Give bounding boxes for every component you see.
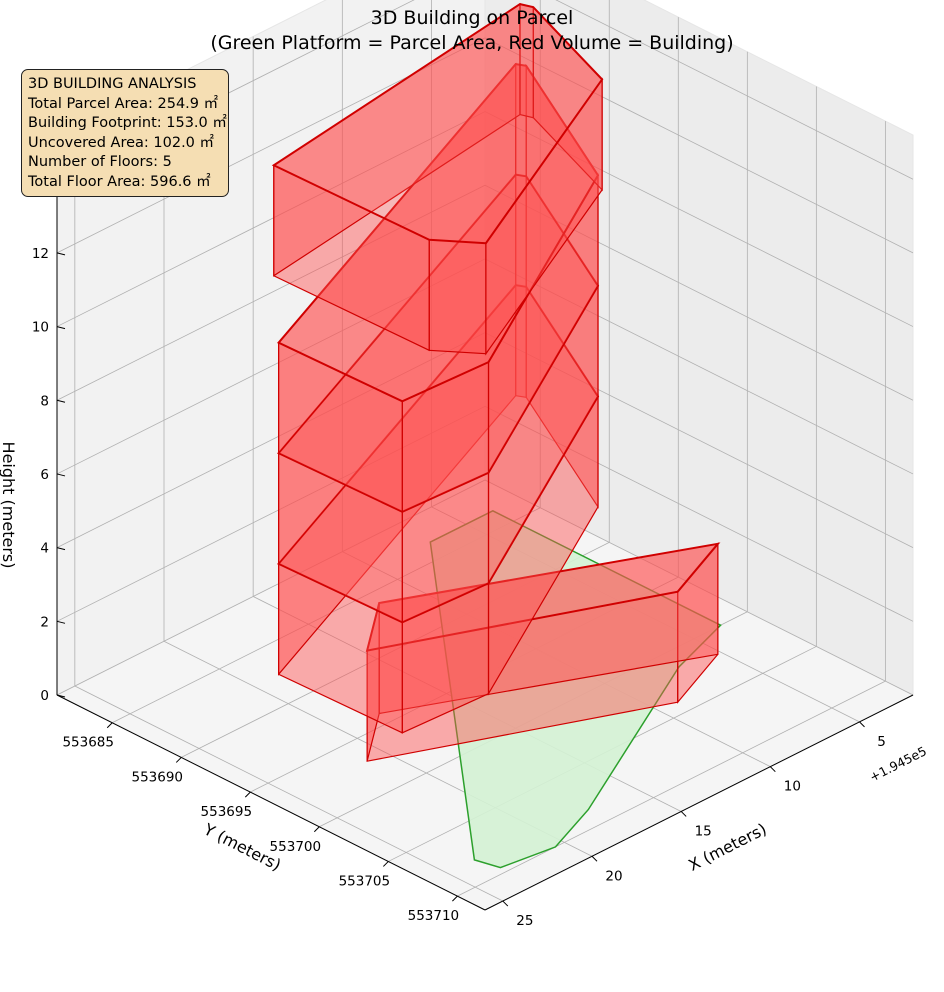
z-tick-label: 0 [40,688,49,704]
building-volume [271,2,721,762]
y-tick-mark [452,895,458,902]
y-axis-line [56,694,486,911]
grid-line-z [484,405,914,622]
info-line-floors: Number of Floors: 5 [28,154,172,171]
x-tick-label: 25 [516,913,533,929]
x-tick-mark [680,811,687,817]
grid-line-z [56,111,486,327]
x-tick-label: 5 [877,734,886,750]
z-tick-mark [56,547,66,551]
grid-line-z [56,332,486,548]
x-tick-label: 10 [784,779,801,795]
z-tick-label: 8 [40,393,49,409]
z-tick-mark [56,252,66,256]
x-tick-label: 20 [605,868,622,884]
y-tick-label: 553710 [408,908,460,924]
grid-line-z [484,479,914,696]
y-tick-label: 553685 [62,735,114,751]
info-line-floor-area: Total Floor Area: 596.6 ㎡ [28,173,211,190]
grid-line-z [484,258,914,475]
grid-line-z [484,37,914,254]
floor-2 [276,283,600,734]
z-tick-mark [56,326,66,330]
info-line-parcel-area: Total Parcel Area: 254.9 ㎡ [28,95,219,112]
floor-top [271,3,604,245]
grid-line-z [484,111,914,327]
y-tick-label: 553700 [270,839,322,855]
x-tick-mark [502,900,509,907]
grid-line-z [56,405,486,622]
z-tick-mark [56,473,66,477]
grid-line-z [56,184,486,401]
info-line-footprint: Building Footprint: 153.0 ㎡ [28,115,227,132]
z-tick-label: 6 [40,467,49,483]
y-tick-mark [313,826,320,833]
y-tick-mark [244,791,251,798]
grid-line-x [74,685,504,902]
info-box-title: 3D BUILDING ANALYSIS [28,76,197,92]
axis-ticks: 5101520255536855536905536955537005537055… [32,172,886,929]
z-tick-label: 2 [40,614,49,630]
y-tick-mark [383,861,389,867]
grid-line-z [484,332,914,548]
grid-line-z [555,0,914,180]
y-tick-label: 553695 [201,804,253,820]
floor-1 [365,542,721,762]
info-line-uncovered: Uncovered Area: 102.0 ㎡ [28,134,215,151]
z-tick-label: 12 [32,246,49,262]
chart-title: 3D Building on Parcel [370,7,574,29]
floor-4 [276,62,600,513]
grid-line-y [457,680,886,897]
parcel-polygon [429,509,722,869]
y-tick-label: 553705 [339,873,391,889]
analysis-info-box: 3D BUILDING ANALYSIS Total Parcel Area: … [21,69,229,197]
chart-subtitle: (Green Platform = Parcel Area, Red Volum… [210,32,734,54]
y-tick-label: 553690 [131,769,183,785]
y-tick-mark [175,757,182,763]
x-tick-mark [769,766,776,773]
z-tick-label: 4 [40,541,49,557]
floor-3 [276,172,600,624]
z-tick-mark [56,620,66,624]
floor-top [365,542,721,652]
x-tick-mark [591,855,598,862]
y-tick-mark [106,722,113,729]
z-axis-label: Height (meters) [0,442,18,569]
floor-5 [271,2,604,356]
x-tick-mark [859,721,865,728]
parcel-platform [429,509,722,869]
x-tick-label: 15 [695,823,712,839]
x-axis-line [484,694,914,911]
z-tick-label: 10 [32,320,49,336]
z-tick-mark [56,399,66,403]
z-tick-mark [56,694,66,698]
floor-wall [428,239,487,355]
axis-lines [56,135,914,911]
